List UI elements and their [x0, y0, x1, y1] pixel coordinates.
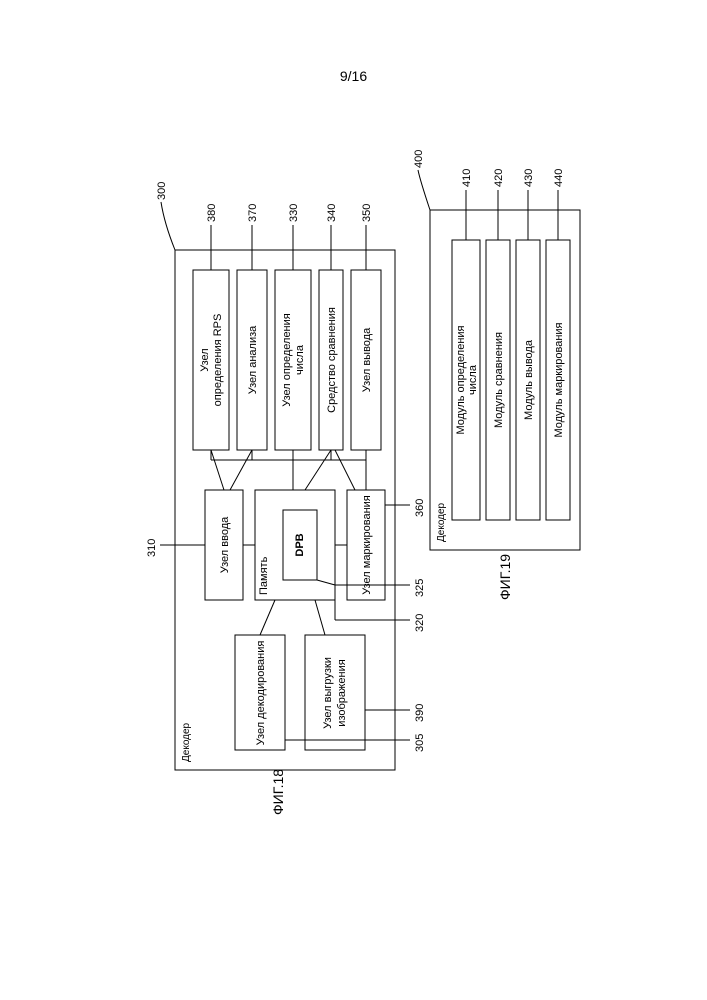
fig18-ref-360: 360: [414, 499, 426, 517]
fig19-ref-410: 410: [461, 169, 473, 187]
fig19-ref-420: 420: [493, 169, 505, 187]
fig18-ref-320: 320: [414, 614, 426, 632]
fig18-ref-350: 350: [361, 204, 373, 222]
fig18-ref-390: 390: [414, 704, 426, 722]
fig19-outer-label: Декодер: [436, 502, 447, 542]
fig18-b380-label1: Узел: [199, 348, 211, 371]
fig18-ref-370: 370: [247, 204, 259, 222]
fig19-caption: ФИГ.19: [497, 554, 513, 600]
fig18-ref-305: 305: [414, 734, 426, 752]
fig18-b350-label: Узел вывода: [361, 327, 373, 392]
fig19-ref-400: 400: [413, 150, 425, 168]
fig18-ref-340: 340: [326, 204, 338, 222]
fig18-b330-label2: числа: [294, 344, 306, 375]
fig18-b360-label: Узел маркирования: [361, 495, 373, 595]
fig19-b440-label: Модуль маркирования: [553, 322, 565, 437]
fig18-b390: [305, 635, 365, 750]
fig18-b320-label: Память: [258, 556, 270, 595]
fig19-b410-label1: Модуль определения: [455, 325, 467, 434]
fig18-b370-label: Узел анализа: [247, 325, 259, 394]
fig18-b390-label1: Узел выгрузки: [322, 657, 334, 729]
fig18-caption: ФИГ.18: [270, 769, 286, 815]
diagram-canvas: Декодер 300 Узел декодирования Узел выгр…: [0, 0, 707, 1000]
fig19-ref-440: 440: [553, 169, 565, 187]
fig18-b380-label2: определения RPS: [212, 314, 224, 407]
fig18-ref-325: 325: [414, 579, 426, 597]
fig19-b420-label: Модуль сравнения: [493, 332, 505, 428]
fig18-ref-300: 300: [156, 182, 168, 200]
fig18-outer-label: Декодер: [181, 722, 192, 762]
fig19-ref-430: 430: [523, 169, 535, 187]
fig18-b325-label: DPB: [294, 533, 306, 556]
fig18-ref-380: 380: [206, 204, 218, 222]
fig18-b310-label: Узел ввода: [219, 516, 231, 573]
fig18-b330-label1: Узел определения: [281, 313, 293, 407]
fig18-b390-label2: изображения: [336, 659, 348, 726]
fig19-b410-label2: числа: [467, 364, 479, 395]
fig19-b430-label: Модуль вывода: [523, 339, 535, 420]
fig18-ref-330: 330: [288, 204, 300, 222]
fig18-b305-label: Узел декодирования: [255, 641, 267, 746]
fig18-ref-310: 310: [146, 539, 158, 557]
fig18-b340-label: Средство сравнения: [326, 307, 338, 413]
